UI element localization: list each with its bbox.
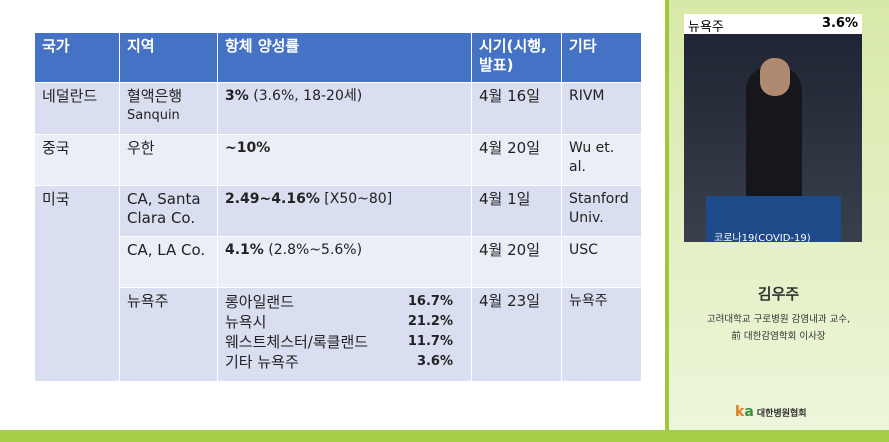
breakdown-name: 웨스트체스터/록클랜드 xyxy=(225,333,369,351)
bottom-strip xyxy=(0,430,889,442)
other-text: Stanford Univ. xyxy=(569,191,629,226)
fragment-value: 3.6% xyxy=(821,16,858,31)
breakdown-row: 기타 뉴욕주 3.6% xyxy=(225,352,453,372)
date-cell: 4월 1일 xyxy=(472,186,562,237)
region-text: 우한 xyxy=(127,139,155,157)
fragment-text: 뉴욕주 xyxy=(688,20,724,35)
region-text: CA, LA Co. xyxy=(127,241,206,259)
header-cell: 시기(시행, 발표) xyxy=(472,33,562,83)
logo: ka 대한병원협회 xyxy=(735,404,807,420)
rate-rest: (2.8%~5.6%) xyxy=(268,242,363,258)
region-cell: 우한 xyxy=(120,135,218,186)
region-text: 혈액은행 xyxy=(127,87,183,105)
video-banner: 코로나19(COVID-19) xyxy=(714,233,811,242)
date-text: 4월 23일 xyxy=(479,292,540,310)
date-cell: 4월 20일 xyxy=(472,135,562,186)
region-text: CA, Santa Clara Co. xyxy=(127,190,201,227)
country-cell: 미국 xyxy=(35,186,120,382)
rate-rest: (3.6%, 18-20세) xyxy=(253,88,363,104)
header-cell: 지역 xyxy=(120,33,218,83)
rate-bold: ~10% xyxy=(225,140,271,156)
breakdown-row: 뉴욕시 21.2% xyxy=(225,312,453,332)
header-cell: 기타 xyxy=(562,33,642,83)
date-cell: 4월 20일 xyxy=(472,237,562,288)
podium xyxy=(706,196,841,242)
header-cell: 국가 xyxy=(35,33,120,83)
country-cell: 중국 xyxy=(35,135,120,186)
region-cell: CA, Santa Clara Co. xyxy=(120,186,218,237)
other-cell: 뉴욕주 xyxy=(562,288,642,382)
region-text: Sanquin xyxy=(127,108,180,123)
breakdown-name: 기타 뉴욕주 xyxy=(225,353,299,371)
header-cell: 항체 양성률 xyxy=(218,33,472,83)
rate-bold: 3% xyxy=(225,88,249,104)
region-cell: 혈액은행 Sanquin xyxy=(120,83,218,135)
region-text: 뉴욕주 xyxy=(127,292,169,310)
speaker-affiliation: 前 대한감염학회 이사장 xyxy=(731,331,826,342)
date-text: 4월 20일 xyxy=(479,241,540,259)
breakdown-value: 21.2% xyxy=(407,314,453,329)
other-text: Wu et. al. xyxy=(569,140,615,175)
date-text: 4월 20일 xyxy=(479,139,540,157)
breakdown-value: 16.7% xyxy=(407,294,453,309)
region-cell: 뉴욕주 xyxy=(120,288,218,382)
rate-bold: 4.1% xyxy=(225,242,264,258)
speaker-name: 김우주 xyxy=(757,285,800,303)
rate-cell: ~10% xyxy=(218,135,472,186)
date-text: 4월 1일 xyxy=(479,190,531,208)
other-cell: USC xyxy=(562,237,642,288)
breakdown-value: 11.7% xyxy=(407,334,453,349)
other-text: 뉴욕주 xyxy=(569,293,608,309)
speaker-head xyxy=(760,58,790,96)
rate-cell: 롱아일랜드 16.7% 뉴욕시 21.2% 웨스트체스터/록클랜드 11.7% 기타 뉴욕주… xyxy=(218,288,472,382)
rate-rest: [X50~80] xyxy=(324,191,393,207)
rate-bold: 2.49~4.16% xyxy=(225,191,320,207)
video-slide-fragment: 뉴욕주 3.6% xyxy=(684,14,862,35)
other-cell: RIVM xyxy=(562,83,642,135)
logo-text: 대한병원협회 xyxy=(756,409,807,419)
breakdown-name: 뉴욕시 xyxy=(225,313,267,331)
rate-cell: 3% (3.6%, 18-20세) xyxy=(218,83,472,135)
breakdown-value: 3.6% xyxy=(416,354,453,369)
region-cell: CA, LA Co. xyxy=(120,237,218,288)
other-text: USC xyxy=(569,242,598,258)
rate-cell: 4.1% (2.8%~5.6%) xyxy=(218,237,472,288)
date-cell: 4월 16일 xyxy=(472,83,562,135)
breakdown-name: 롱아일랜드 xyxy=(225,293,295,311)
breakdown-row: 웨스트체스터/록클랜드 11.7% xyxy=(225,332,453,352)
country-cell: 네덜란드 xyxy=(35,83,120,135)
other-text: RIVM xyxy=(569,88,605,104)
speaker-affiliation: 고려대학교 구로병원 감염내과 교수, xyxy=(706,314,851,325)
rate-cell: 2.49~4.16% [X50~80] xyxy=(218,186,472,237)
date-text: 4월 16일 xyxy=(479,87,540,105)
other-cell: Wu et. al. xyxy=(562,135,642,186)
breakdown-row: 롱아일랜드 16.7% xyxy=(225,292,453,312)
date-cell: 4월 23일 xyxy=(472,288,562,382)
other-cell: Stanford Univ. xyxy=(562,186,642,237)
video: 뉴욕주 3.6% 코로나19(COVID-19) xyxy=(684,14,862,242)
